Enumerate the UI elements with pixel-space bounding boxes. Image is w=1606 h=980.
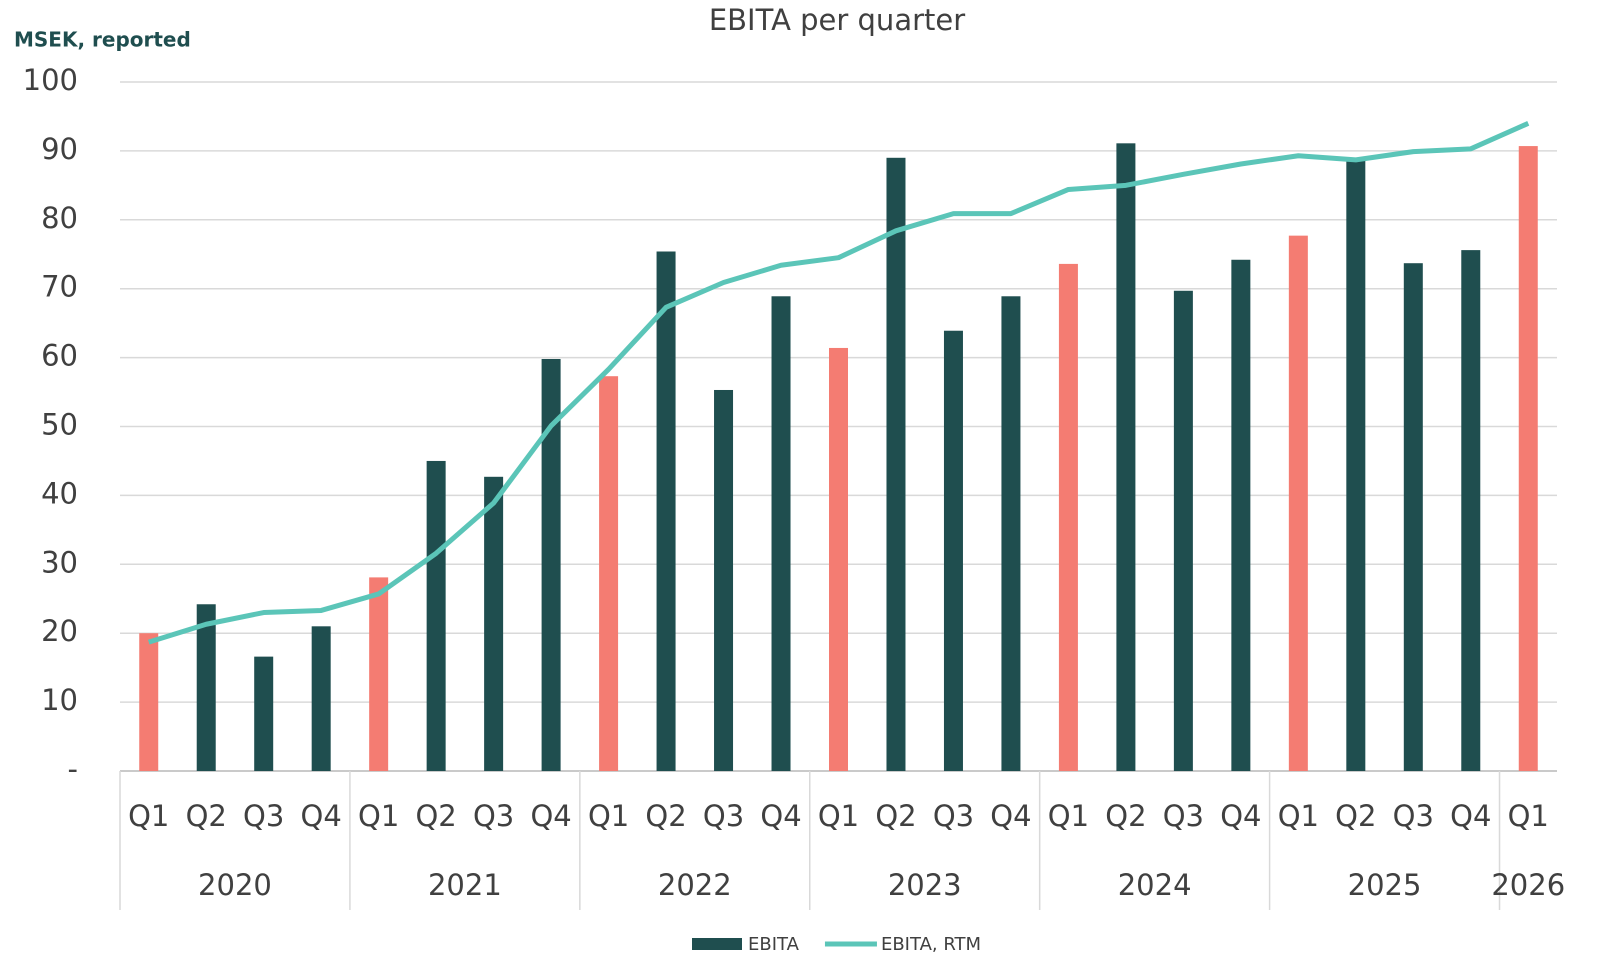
- legend-label: EBITA: [748, 934, 800, 955]
- bar: [541, 358, 561, 771]
- x-tick-label: Q1: [358, 799, 399, 833]
- group-label: 2023: [888, 868, 962, 902]
- x-tick-label: Q3: [243, 799, 284, 833]
- y-tick-label: -: [68, 752, 78, 786]
- group-label: 2021: [428, 868, 502, 902]
- x-tick-label: Q1: [1278, 799, 1319, 833]
- bar: [1461, 250, 1481, 772]
- y-tick-label: 10: [41, 683, 78, 717]
- group-label: 2026: [1491, 868, 1565, 902]
- x-tick-label: Q2: [415, 799, 456, 833]
- x-tick-label: Q1: [1048, 799, 1089, 833]
- x-tick-label: Q3: [703, 799, 744, 833]
- y-tick-label: 20: [41, 614, 78, 648]
- bar: [426, 460, 446, 771]
- x-tick-label: Q4: [1220, 799, 1261, 833]
- bar: [1116, 143, 1136, 772]
- x-tick-label: Q1: [588, 799, 629, 833]
- bar: [311, 626, 331, 771]
- group-label: 2024: [1118, 868, 1192, 902]
- group-label: 2022: [658, 868, 732, 902]
- chart-title: EBITA per quarter: [709, 3, 965, 37]
- y-tick-label: 30: [41, 545, 78, 579]
- x-tick-label: Q3: [933, 799, 974, 833]
- bar: [656, 251, 676, 771]
- bar: [1346, 157, 1366, 772]
- y-tick-label: 70: [41, 270, 78, 304]
- bar: [1288, 235, 1308, 772]
- y-tick-label: 80: [41, 201, 78, 235]
- x-tick-label: Q3: [1163, 799, 1204, 833]
- x-tick-label: Q4: [301, 799, 342, 833]
- x-tick-label: Q4: [530, 799, 571, 833]
- bar: [254, 656, 274, 771]
- bar: [1403, 263, 1423, 771]
- legend-swatch: [692, 938, 742, 950]
- y-tick-label: 90: [41, 132, 78, 166]
- x-tick-label: Q1: [1508, 799, 1549, 833]
- bar: [139, 633, 159, 771]
- line: [147, 121, 1530, 645]
- y-tick-label: 100: [23, 63, 78, 97]
- x-tick-label: Q2: [1335, 799, 1376, 833]
- bar: [1231, 259, 1251, 771]
- bar: [886, 157, 906, 772]
- bar: [1173, 290, 1193, 771]
- y-tick-label: 40: [41, 476, 78, 510]
- legend-label: EBITA, RTM: [881, 934, 981, 955]
- bar: [1058, 263, 1078, 771]
- bar: [829, 347, 848, 771]
- bar: [1001, 296, 1021, 771]
- y-tick-label: 60: [41, 339, 78, 373]
- x-tick-label: Q2: [186, 799, 227, 833]
- x-tick-label: Q1: [128, 799, 169, 833]
- group-label: 2020: [198, 868, 272, 902]
- bar: [196, 604, 216, 771]
- x-tick-label: Q1: [818, 799, 859, 833]
- y-axis-label: MSEK, reported: [14, 28, 191, 52]
- bar: [484, 476, 504, 771]
- x-tick-label: Q4: [760, 799, 801, 833]
- bar: [771, 296, 791, 771]
- x-tick-label: Q4: [1450, 799, 1491, 833]
- bar: [369, 577, 389, 771]
- x-tick-label: Q2: [875, 799, 916, 833]
- x-tick-label: Q4: [990, 799, 1031, 833]
- bar: [599, 376, 619, 771]
- x-tick-label: Q3: [473, 799, 514, 833]
- bar: [943, 330, 963, 771]
- bar: [714, 389, 734, 771]
- x-tick-label: Q2: [1105, 799, 1146, 833]
- x-tick-label: Q3: [1393, 799, 1434, 833]
- y-tick-label: 50: [41, 408, 78, 442]
- group-label: 2025: [1348, 868, 1422, 902]
- x-tick-label: Q2: [645, 799, 686, 833]
- bar: [1518, 146, 1538, 771]
